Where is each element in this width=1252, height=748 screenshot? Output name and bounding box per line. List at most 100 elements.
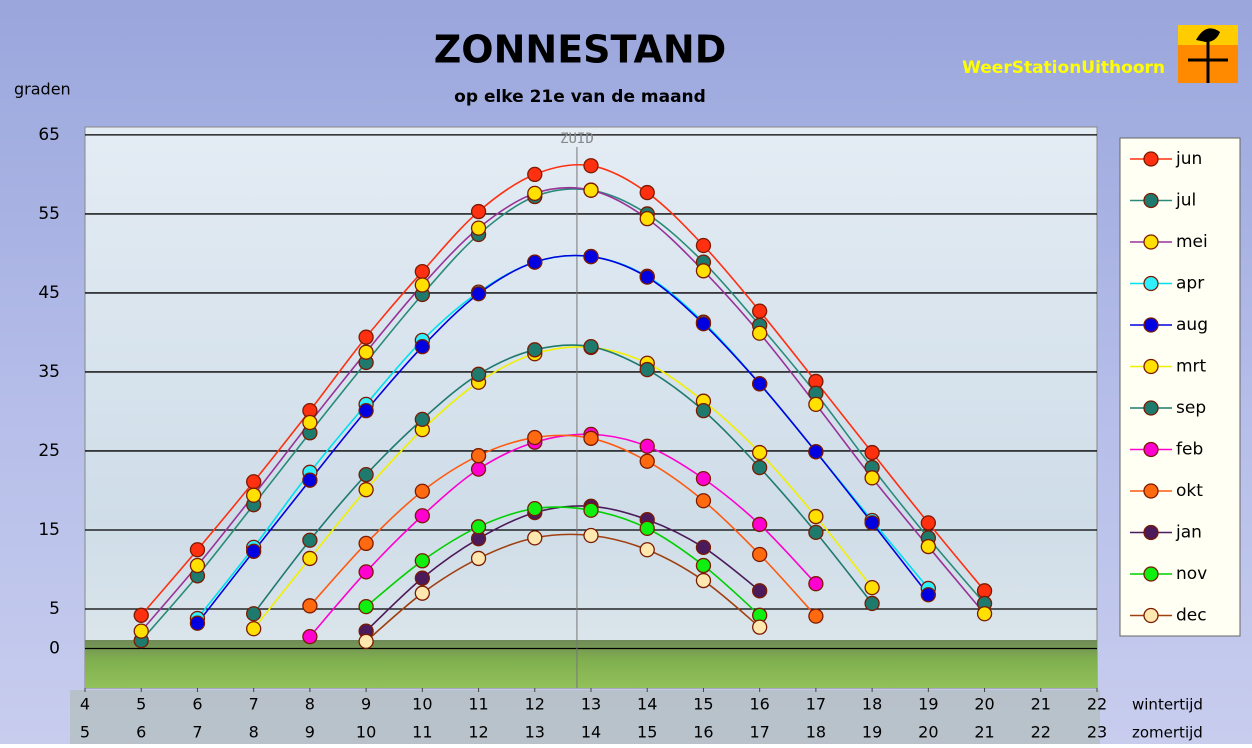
legend-marker: [1144, 318, 1158, 332]
data-point: [359, 345, 373, 359]
data-point: [528, 531, 542, 545]
x-tick-label: 15: [637, 723, 657, 742]
legend-marker: [1144, 609, 1158, 623]
y-tick-label: 5: [49, 599, 60, 619]
x-row-label: wintertijd: [1132, 696, 1203, 714]
x-tick-label: 13: [581, 695, 601, 714]
data-point: [696, 264, 710, 278]
data-point: [921, 588, 935, 602]
data-point: [472, 367, 486, 381]
data-point: [753, 326, 767, 340]
data-point: [415, 484, 429, 498]
legend: [1120, 138, 1240, 636]
data-point: [865, 471, 879, 485]
data-point: [415, 278, 429, 292]
x-tick-label: 6: [136, 723, 146, 742]
data-point: [696, 494, 710, 508]
data-point: [415, 554, 429, 568]
legend-marker: [1144, 152, 1158, 166]
x-tick-label: 22: [1087, 695, 1107, 714]
data-point: [696, 472, 710, 486]
data-point: [528, 431, 542, 445]
x-tick-label: 11: [468, 695, 488, 714]
data-point: [978, 607, 992, 621]
data-point: [415, 340, 429, 354]
data-point: [640, 270, 654, 284]
data-point: [921, 540, 935, 554]
legend-marker: [1144, 277, 1158, 291]
data-point: [753, 461, 767, 475]
logo: [1178, 25, 1238, 83]
data-point: [247, 488, 261, 502]
data-point: [584, 250, 598, 264]
legend-label: apr: [1176, 274, 1204, 294]
y-tick-label: 65: [38, 125, 60, 145]
data-point: [359, 330, 373, 344]
x-tick-label: 18: [862, 695, 882, 714]
x-tick-label: 15: [693, 695, 713, 714]
data-point: [753, 304, 767, 318]
data-point: [584, 340, 598, 354]
data-point: [303, 416, 317, 430]
x-tick-label: 5: [136, 695, 146, 714]
data-point: [809, 525, 823, 539]
data-point: [753, 584, 767, 598]
legend-label: okt: [1176, 481, 1203, 501]
x-tick-label: 23: [1087, 723, 1107, 742]
data-point: [415, 509, 429, 523]
legend-marker: [1144, 360, 1158, 374]
y-tick-label: 25: [38, 441, 60, 461]
x-tick-label: 7: [192, 723, 202, 742]
y-tick-label: 45: [38, 283, 60, 303]
data-point: [809, 577, 823, 591]
data-point: [696, 559, 710, 573]
legend-marker: [1144, 484, 1158, 498]
data-point: [809, 510, 823, 524]
data-point: [190, 616, 204, 630]
data-point: [865, 516, 879, 530]
x-tick-label: 17: [806, 695, 826, 714]
x-tick-label: 17: [749, 723, 769, 742]
data-point: [528, 167, 542, 181]
x-tick-label: 21: [974, 723, 994, 742]
data-point: [472, 205, 486, 219]
legend-marker: [1144, 443, 1158, 457]
y-tick-label: 15: [38, 520, 60, 540]
y-tick-label: 55: [38, 204, 60, 224]
x-tick-label: 19: [918, 695, 938, 714]
x-tick-label: 14: [637, 695, 657, 714]
data-point: [247, 607, 261, 621]
data-point: [359, 483, 373, 497]
data-point: [640, 186, 654, 200]
data-point: [359, 565, 373, 579]
data-point: [472, 462, 486, 476]
data-point: [528, 255, 542, 269]
data-point: [640, 454, 654, 468]
x-tick-label: 6: [192, 695, 202, 714]
x-tick-label: 14: [581, 723, 601, 742]
x-tick-label: 8: [249, 723, 259, 742]
legend-marker: [1144, 401, 1158, 415]
x-tick-label: 10: [412, 695, 432, 714]
x-tick-label: 18: [806, 723, 826, 742]
data-point: [584, 159, 598, 173]
x-tick-label: 7: [249, 695, 259, 714]
data-point: [865, 596, 879, 610]
legend-label: jun: [1175, 149, 1202, 169]
data-point: [584, 529, 598, 543]
legend-label: aug: [1176, 315, 1208, 335]
legend-marker: [1144, 194, 1158, 208]
data-point: [303, 551, 317, 565]
data-point: [303, 473, 317, 487]
data-point: [584, 503, 598, 517]
legend-label: jul: [1175, 191, 1196, 211]
data-point: [359, 536, 373, 550]
x-tick-label: 5: [80, 723, 90, 742]
chart: ZONNESTAND op elke 21e van de maand grad…: [0, 0, 1252, 744]
x-tick-label: 16: [749, 695, 769, 714]
data-point: [359, 468, 373, 482]
data-point: [190, 543, 204, 557]
legend-label: jan: [1175, 523, 1202, 543]
legend-label: nov: [1176, 564, 1207, 584]
data-point: [303, 630, 317, 644]
